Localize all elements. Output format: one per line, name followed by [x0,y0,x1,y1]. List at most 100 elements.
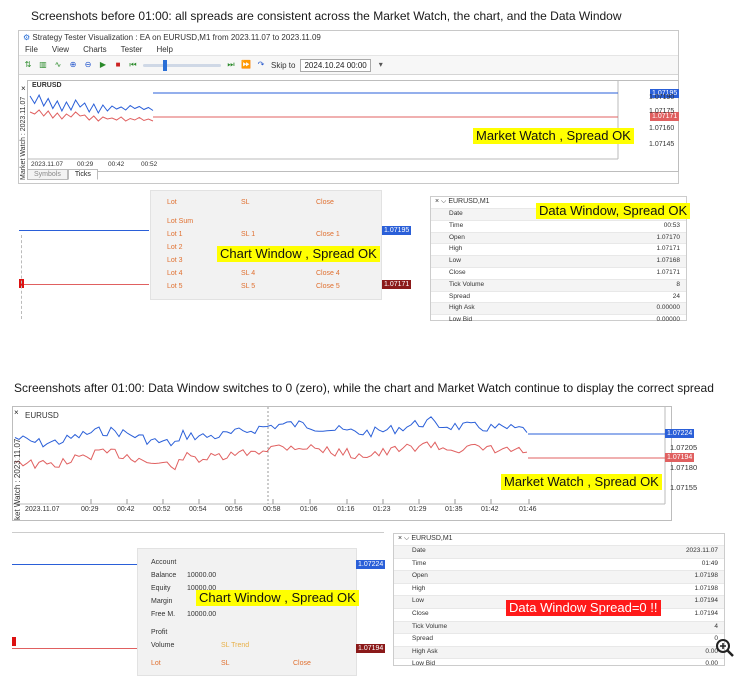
b-dw-row-key: Open [412,572,428,580]
menu-tester[interactable]: Tester [120,45,143,54]
tab-ticks[interactable]: Ticks [67,169,98,180]
bid-series [29,109,154,122]
line-chart-icon[interactable]: ∿ [54,60,62,69]
cw-sl4-label[interactable]: SL 4 [241,270,256,277]
b-lot-label[interactable]: Lot [151,660,161,667]
calendar-dropdown-icon[interactable]: ▾ [378,60,383,69]
b-dw-row-key: Time [412,559,427,567]
cw-lot3-label[interactable]: Lot 3 [167,257,183,264]
price-tick-4: 1.07145 [649,141,675,148]
cw-lot5-label[interactable]: Lot 5 [167,283,183,290]
b-dw-row-key: Low Bid [412,660,436,668]
dw-row: High 1.07171 [431,243,686,255]
b-close-label[interactable]: Close [293,660,311,667]
dw-row-value: 24 [672,292,680,300]
fast-forward-icon[interactable]: ⏩ [241,60,251,69]
cw-close5-label[interactable]: Close 5 [316,283,340,290]
window-title: ⚙ Strategy Tester Visualization : EA on … [19,31,678,44]
dw-expand-icon[interactable]: ⌵ [441,198,447,205]
b-side-label: ket Watch : 2023.11.07 [13,438,22,520]
b-divider [12,532,384,533]
dw-row-key: High Ask [449,304,475,312]
zoom-out-icon[interactable]: ⊖ [84,60,92,69]
cw-sl5-label[interactable]: SL 5 [241,283,256,290]
b-dw-row-value: 0.00 [705,647,718,655]
dw-row-key: Low Bid [449,316,473,324]
zoom-magnifier-icon[interactable] [714,637,736,659]
time-tick-2: 00:29 [77,161,94,168]
b-dw-row: High 1.07198 [394,582,724,596]
b-sl-label[interactable]: SL [221,660,230,667]
b-close-chart-icon[interactable]: × [14,408,19,417]
cw-sl-label: SL [241,199,250,206]
menu-charts[interactable]: Charts [83,45,107,54]
dw-row-value: 0.00000 [656,316,681,324]
step-forward-icon[interactable]: ⏭ [227,60,235,69]
close-chart-icon[interactable]: × [21,84,26,93]
b-price-tick-2: 1.07180 [670,463,698,472]
b-dw-close-icon[interactable]: × [398,535,403,542]
b-dw-symbol: EURUSD,M1 [411,535,453,542]
b-cw-ask-line [12,564,137,565]
b-sl-trend-label[interactable]: SL Trend [221,642,250,649]
b-dw-row-value: 1.07194 [694,609,719,617]
b-dw-row-key: Low [412,597,424,605]
cw-close1-label[interactable]: Close 1 [316,231,340,238]
cw-sl1-label[interactable]: SL 1 [241,231,256,238]
b-dw-row: Tick Volume 4 [394,620,724,634]
cw-lot1-label[interactable]: Lot 1 [167,231,183,238]
speed-slider[interactable] [143,59,221,71]
dw-symbol: EURUSD,M1 [448,198,490,205]
time-tick-4: 00:52 [141,161,158,168]
cw-lot-label: Lot [167,199,177,206]
dw-row: Open 1.07170 [431,231,686,244]
dw-row-value: 1.07171 [656,268,681,276]
skip-date-input[interactable]: 2024.10.24 00:00 [300,58,371,72]
cw-ask-line [19,230,149,231]
b-ask-badge: 1.07224 [665,429,695,438]
sort-icon[interactable]: ⇅ [24,60,32,69]
cw-lot4-label[interactable]: Lot 4 [167,270,183,277]
b-balance-label: Balance [151,572,177,579]
b-equity-label: Equity [151,585,171,592]
tab-symbols[interactable]: Symbols [27,169,68,180]
bar-chart-icon[interactable]: ▥ [39,60,47,69]
price-tick-3: 1.07160 [649,125,675,132]
b-dw-expand-icon[interactable]: ⌵ [404,535,410,542]
b-bid-badge: 1.07194 [665,453,695,462]
b-free-margin-value: 10000.00 [187,611,217,618]
dw-row-key: Low [449,257,461,265]
b-cw-bid-badge: 1.07194 [356,644,386,653]
menu-help[interactable]: Help [156,45,173,54]
step-back-icon[interactable]: ⏮ [129,60,137,69]
menu-view[interactable]: View [51,45,70,54]
speed-slider-thumb[interactable] [163,59,167,71]
b-dw-row-value: 1.07198 [694,572,719,580]
b-chart-window-panel: Account Balance 10000.00 Equity 10000.00… [137,548,359,676]
market-watch-chart[interactable]: EURUSD 1.07195 1.07190 1.07171 1.07175 1… [27,80,680,172]
time-tick-1: 2023.11.07 [31,161,64,168]
menu-file[interactable]: File [25,45,38,54]
market-watch-chart-after[interactable]: EURUSD 1.07224 1.07194 1.07205 1.07180 1… [12,406,697,521]
menu-bar: File View Charts Tester Help [19,44,678,55]
play-icon[interactable]: ▶ [99,60,107,69]
b-time-tick: 00:56 [225,506,243,513]
b-dw-row-key: High [412,584,426,592]
cw-close4-label[interactable]: Close 4 [316,270,340,277]
dw-row-key: Open [449,233,465,241]
b-dw-row-key: Close [412,609,429,617]
b-time-tick: 00:54 [189,506,207,513]
b-margin-label: Margin [151,598,173,605]
stop-icon[interactable]: ■ [115,60,121,69]
skip-icon[interactable]: ↷ [257,60,265,69]
zoom-in-icon[interactable]: ⊕ [69,60,77,69]
b-time-tick: 00:42 [117,506,135,513]
cw-ask-badge: 1.07195 [382,226,412,235]
b-dw-row-value: 2023.11.07 [685,547,718,554]
cw-lot2-label[interactable]: Lot 2 [167,244,183,251]
b-time-tick: 01:23 [373,506,391,513]
b-bid-series-line [14,441,528,471]
window-title-text: Strategy Tester Visualization : EA on EU… [32,33,321,42]
dw-close-icon[interactable]: × [435,198,440,205]
b-time-tick: 2023.11.07 [25,506,60,513]
